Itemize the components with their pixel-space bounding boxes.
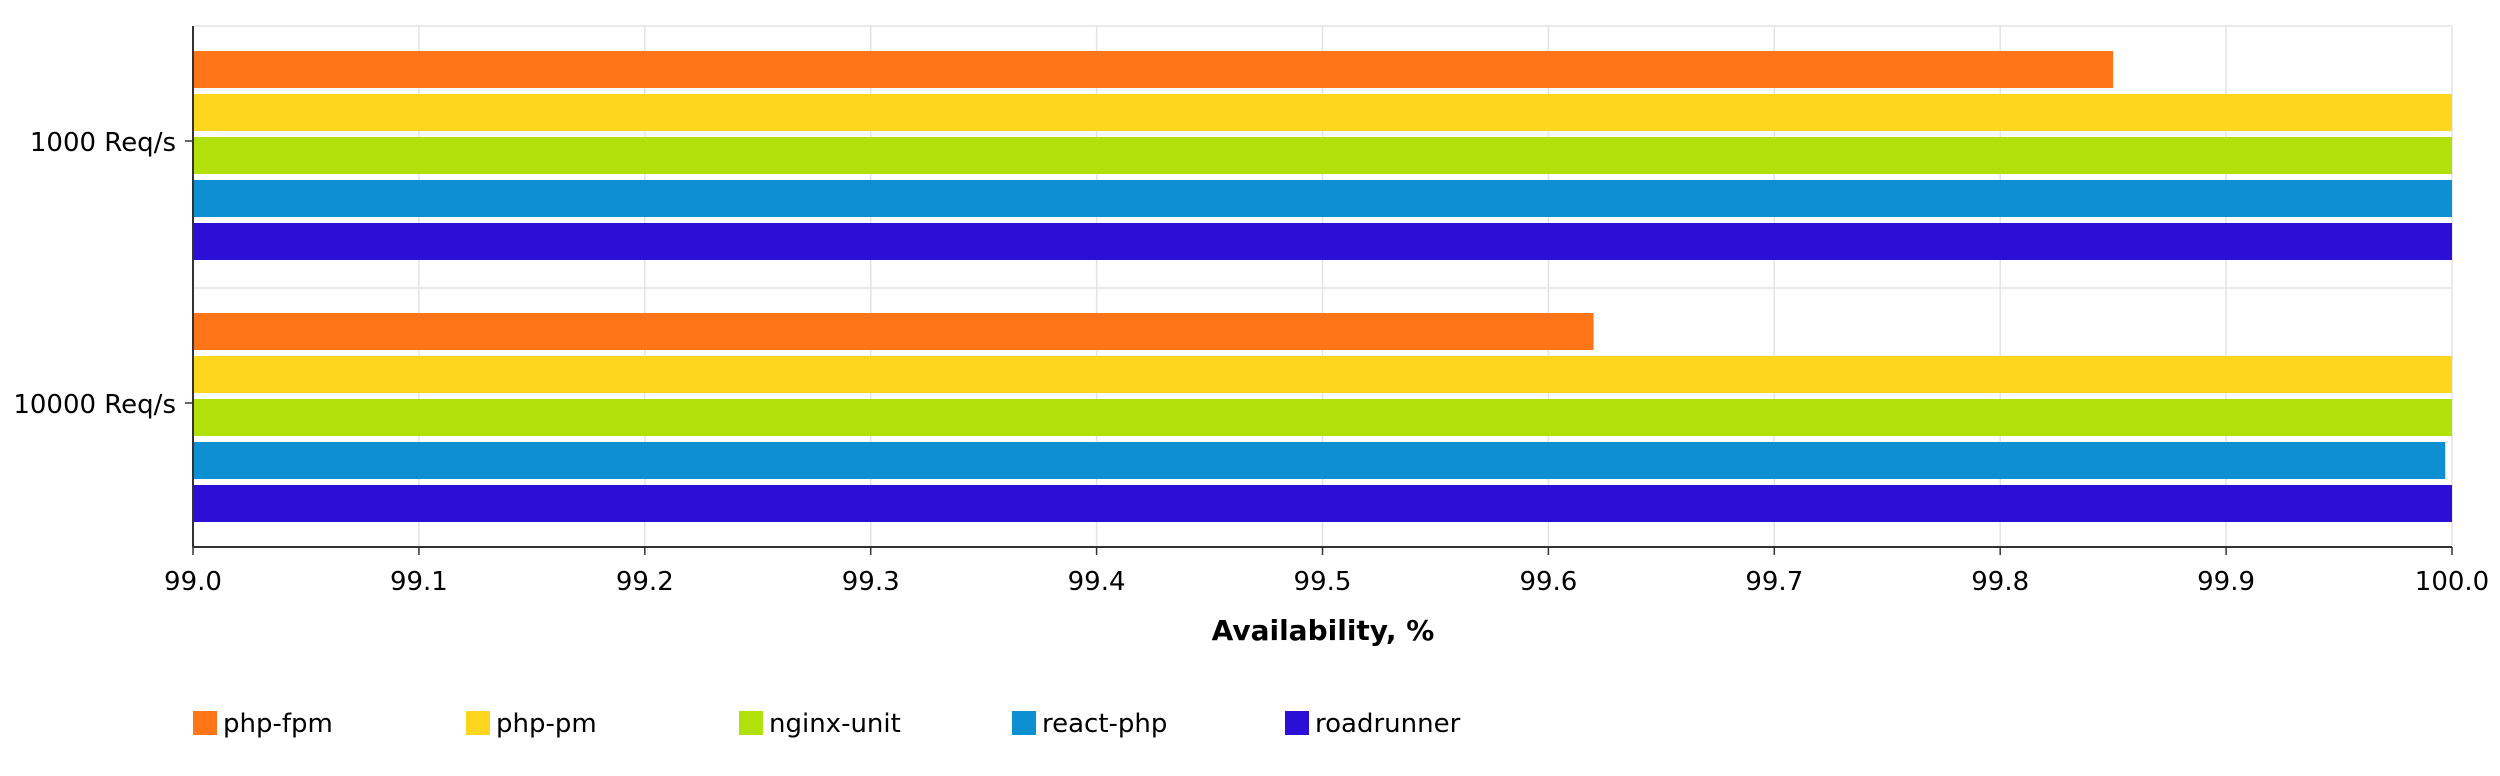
x-tick-label: 99.0 bbox=[164, 567, 222, 597]
x-tick-label: 99.6 bbox=[1519, 567, 1577, 597]
legend-swatch bbox=[193, 711, 217, 735]
legend-item-roadrunner[interactable]: roadrunner bbox=[1285, 709, 1461, 739]
legend-swatch bbox=[466, 711, 490, 735]
legend: php-fpm php-pm nginx-unit react-php roadrunn… bbox=[193, 709, 1461, 739]
bar-php-fpm-2 bbox=[193, 313, 1594, 350]
x-tick-label: 99.3 bbox=[842, 567, 900, 597]
bars bbox=[193, 51, 2452, 522]
x-tick-labels: 99.0 99.1 99.2 99.3 99.4 99.5 99.6 99.7 99.8 99.9… bbox=[164, 567, 2489, 597]
y-category-label: 1000 Req/s bbox=[30, 128, 176, 158]
bar-php-pm-1 bbox=[193, 94, 2452, 131]
x-tick-label: 99.5 bbox=[1294, 567, 1352, 597]
x-tick-label: 99.4 bbox=[1068, 567, 1126, 597]
legend-item-php-fpm[interactable]: php-fpm bbox=[193, 709, 333, 739]
x-tick-label: 99.1 bbox=[390, 567, 448, 597]
legend-label: php-fpm bbox=[223, 709, 333, 739]
legend-label: roadrunner bbox=[1315, 709, 1461, 739]
legend-label: react-php bbox=[1042, 709, 1167, 739]
axes bbox=[185, 26, 2453, 555]
y-category-label: 10000 Req/s bbox=[13, 390, 176, 420]
legend-label: nginx-unit bbox=[769, 709, 901, 739]
y-category-labels: 1000 Req/s 10000 Req/s bbox=[13, 128, 176, 420]
legend-item-nginx-unit[interactable]: nginx-unit bbox=[739, 709, 901, 739]
bar-nginx-unit-2 bbox=[193, 399, 2452, 436]
legend-item-react-php[interactable]: react-php bbox=[1012, 709, 1167, 739]
x-tick-label: 99.2 bbox=[616, 567, 674, 597]
x-axis-title: Availability, % bbox=[1212, 614, 1435, 647]
legend-item-php-pm[interactable]: php-pm bbox=[466, 709, 597, 739]
legend-swatch bbox=[1285, 711, 1309, 735]
bar-roadrunner-1 bbox=[193, 223, 2452, 260]
legend-swatch bbox=[739, 711, 763, 735]
legend-label: php-pm bbox=[496, 709, 597, 739]
bar-php-fpm-1 bbox=[193, 51, 2114, 88]
bar-react-php-1 bbox=[193, 180, 2452, 217]
x-tick-label: 99.8 bbox=[1971, 567, 2029, 597]
bar-nginx-unit-1 bbox=[193, 137, 2452, 174]
bar-php-pm-2 bbox=[193, 356, 2452, 393]
x-tick-label: 100.0 bbox=[2415, 567, 2489, 597]
x-tick-label: 99.7 bbox=[1745, 567, 1803, 597]
bar-react-php-2 bbox=[193, 442, 2446, 479]
legend-swatch bbox=[1012, 711, 1036, 735]
x-tick-label: 99.9 bbox=[2197, 567, 2255, 597]
bar-roadrunner-2 bbox=[193, 485, 2452, 522]
